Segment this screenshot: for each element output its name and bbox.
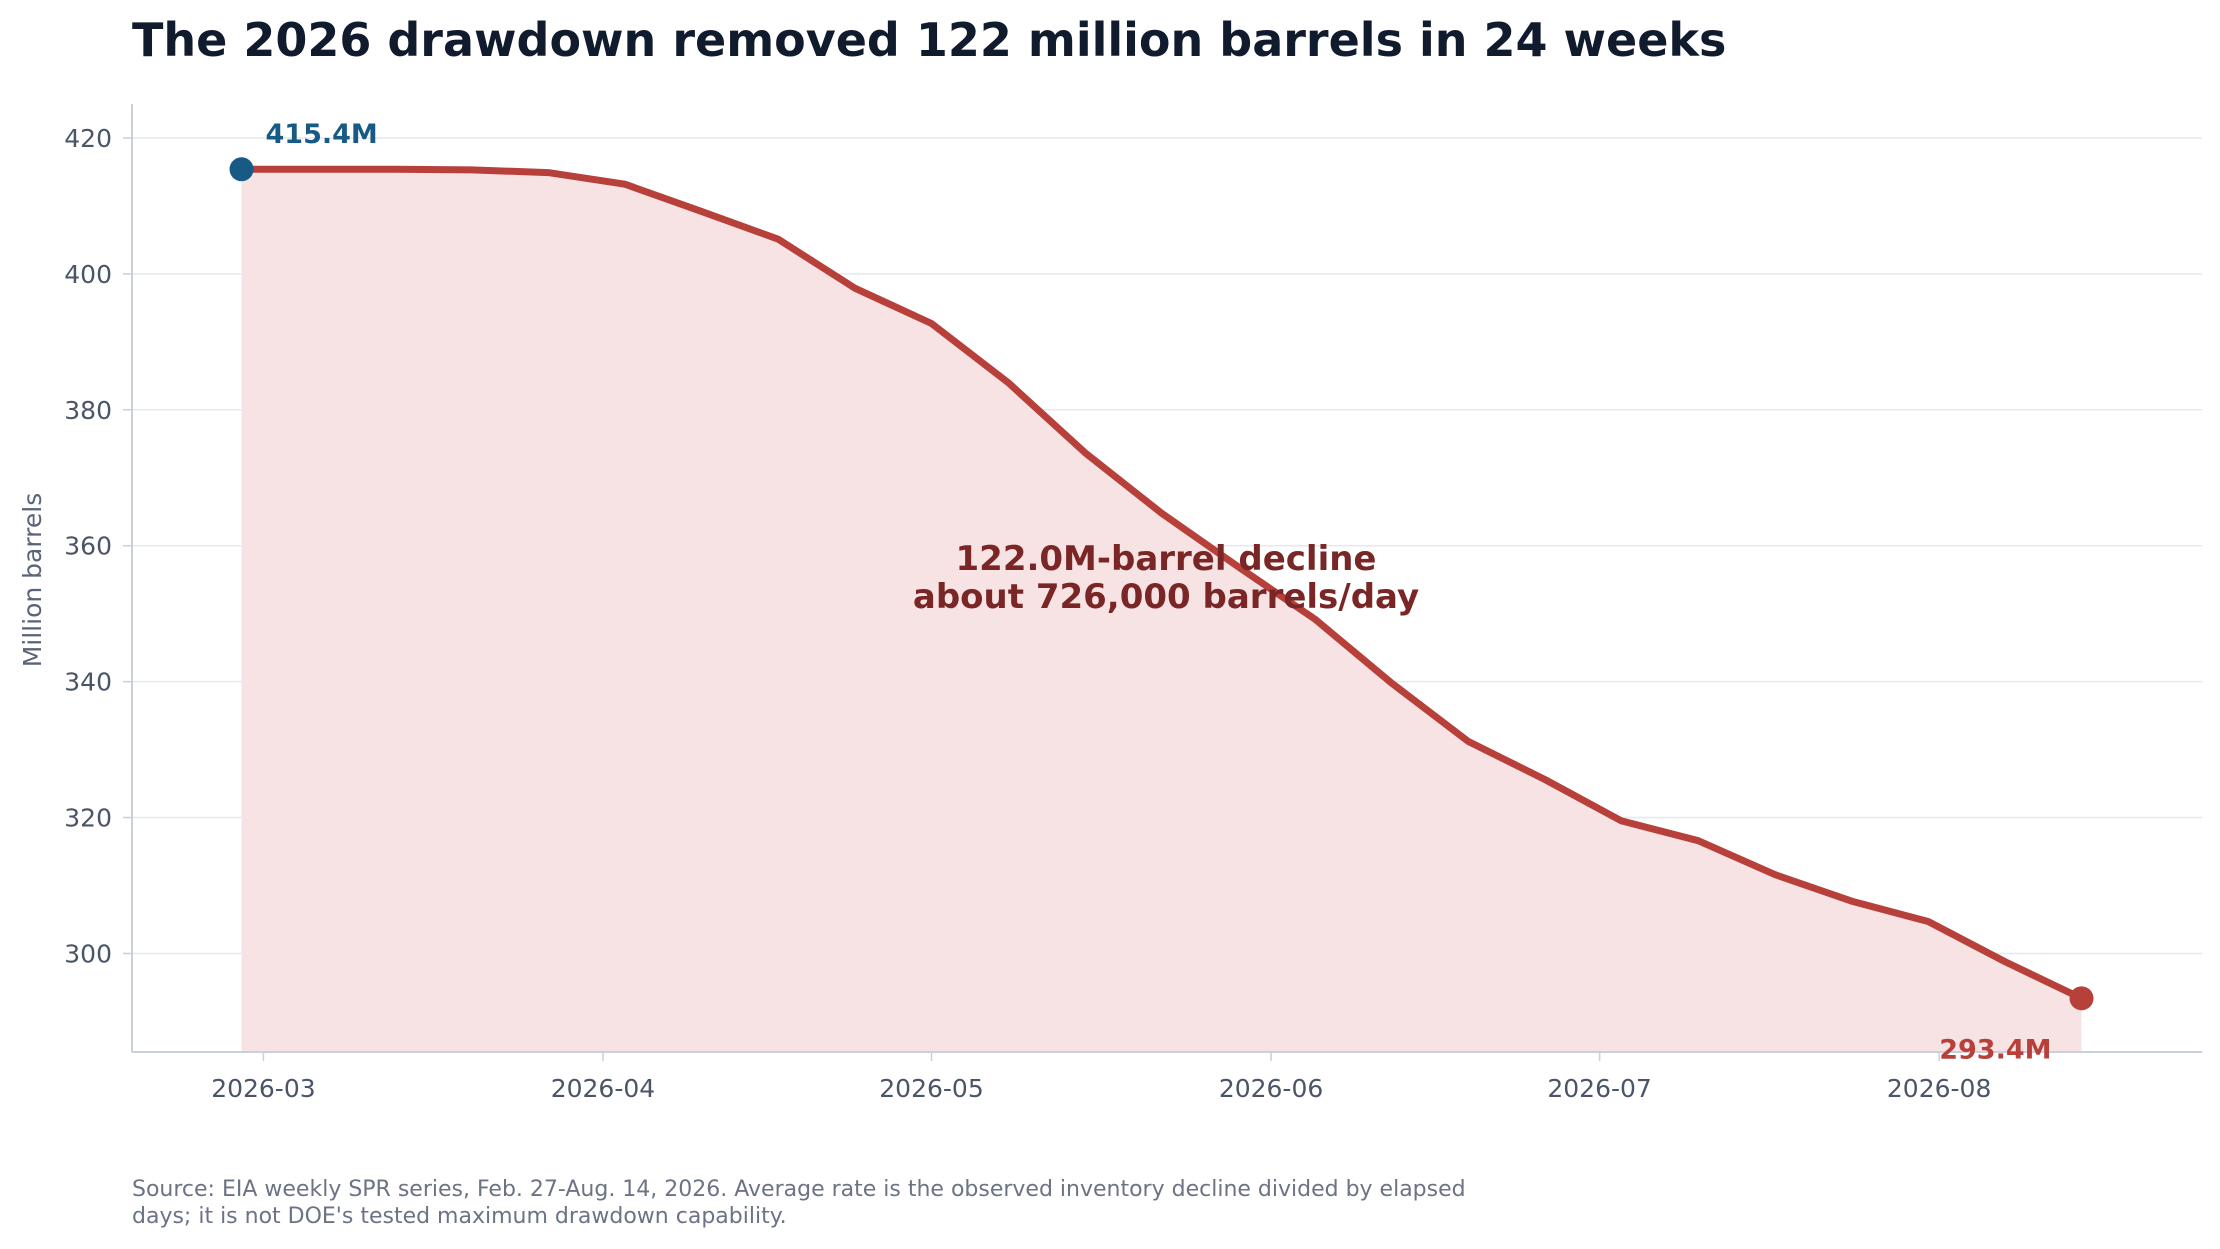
y-tick-label-340: 340 xyxy=(64,668,112,697)
y-tick-label-360: 360 xyxy=(64,532,112,561)
x-tick-label-2026-03: 2026-03 xyxy=(211,1074,315,1103)
y-tick-label-300: 300 xyxy=(64,939,112,968)
axes xyxy=(123,104,2202,1061)
x-tick-label-2026-07: 2026-07 xyxy=(1547,1074,1651,1103)
annotation-line-2: about 726,000 barrels/day xyxy=(913,577,1419,617)
endpoint-layer: 415.4M 293.4M xyxy=(229,119,2094,1065)
series-line-0 xyxy=(238,165,2085,1002)
y-tick-label-380: 380 xyxy=(64,396,112,425)
y-tick-label-320: 320 xyxy=(64,804,112,833)
endpoint-marker-1 xyxy=(2069,986,2094,1011)
source-note-line-1: Source: EIA weekly SPR series, Feb. 27-A… xyxy=(132,1177,1466,1202)
series-line-layer xyxy=(238,165,2085,1002)
annotation-layer: 122.0M-barrel decline about 726,000 barr… xyxy=(913,539,1419,617)
y-tick-labels: 300 320 340 360 380 400 420 xyxy=(64,124,112,968)
area-fill-0 xyxy=(241,169,2082,1052)
y-tick-label-420: 420 xyxy=(64,124,112,153)
chart-title: The 2026 drawdown removed 122 million ba… xyxy=(132,13,1726,67)
endpoint-marker-0 xyxy=(229,157,254,182)
annotation-line-1: 122.0M-barrel decline xyxy=(956,539,1377,579)
x-tick-labels: 2026-03 2026-04 2026-05 2026-06 2026-07 2026-… xyxy=(211,1074,1991,1103)
source-note-line-2: days; it is not DOE's tested maximum dra… xyxy=(132,1204,787,1229)
y-axis-label: Million barrels xyxy=(18,493,47,668)
endpoint-label-1: 293.4M xyxy=(1939,1034,2051,1065)
y-tick-label-400: 400 xyxy=(64,260,112,289)
x-tick-label-2026-04: 2026-04 xyxy=(551,1074,655,1103)
x-tick-label-2026-08: 2026-08 xyxy=(1887,1074,1991,1103)
x-tick-label-2026-05: 2026-05 xyxy=(879,1074,983,1103)
x-tick-label-2026-06: 2026-06 xyxy=(1219,1074,1323,1103)
area-fill-layer xyxy=(241,169,2082,1052)
endpoint-label-0: 415.4M xyxy=(266,119,378,150)
